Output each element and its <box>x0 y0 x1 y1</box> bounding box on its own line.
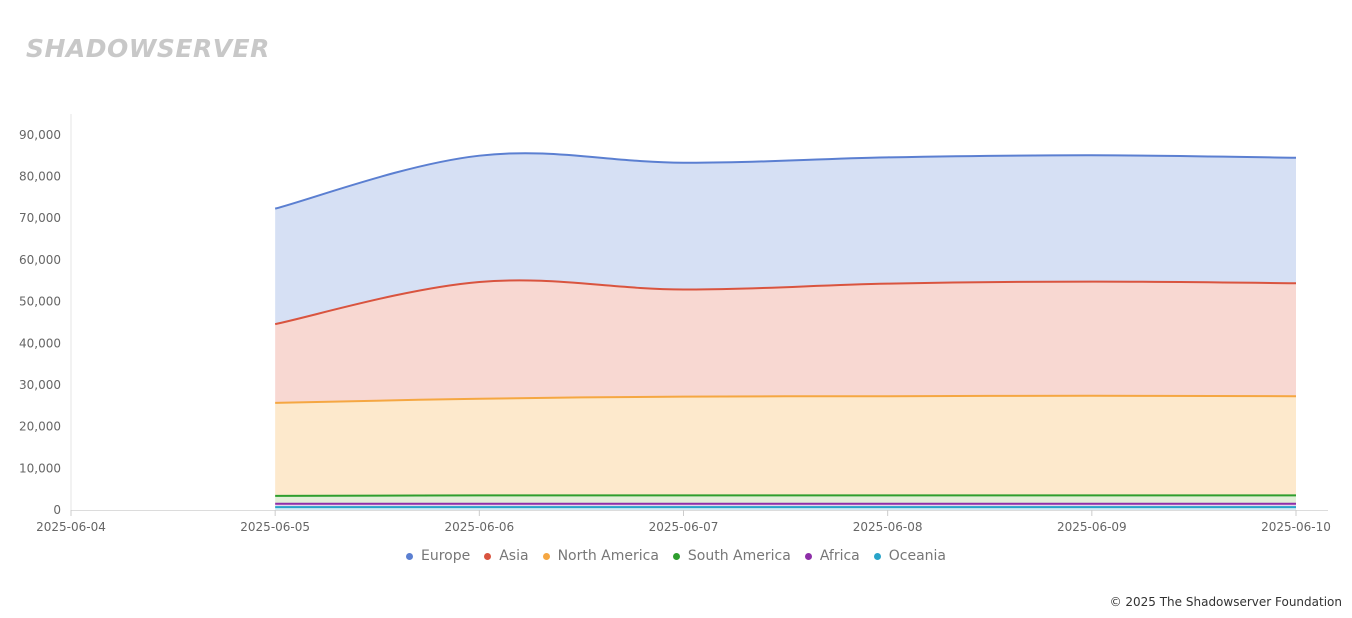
line-north-america <box>275 394 1297 404</box>
legend-item-europe[interactable]: Europe <box>405 548 471 564</box>
y-tick-label: 50,000 <box>19 295 61 309</box>
x-tick-label: 2025-06-08 <box>853 520 923 534</box>
y-tick-label: 0 <box>53 503 61 517</box>
legend-label: South America <box>687 548 791 564</box>
shadowserver-logo: SHADOWSERVER <box>22 20 269 76</box>
legend-label: North America <box>557 548 659 564</box>
x-tick-label: 2025-06-10 <box>1261 520 1331 534</box>
legend-label: Asia <box>499 548 529 564</box>
area-north-america <box>275 395 1297 496</box>
legend-marker-icon <box>873 552 881 560</box>
x-tick-label: 2025-06-09 <box>1057 520 1127 534</box>
y-tick-label: 90,000 <box>19 128 61 142</box>
legend-item-south-america[interactable]: South America <box>672 548 791 564</box>
legend-marker-icon <box>484 552 492 560</box>
x-tick-label: 2025-06-06 <box>444 520 514 534</box>
legend-label: Africa <box>819 548 860 564</box>
legend-marker-icon <box>405 552 413 560</box>
chart-legend: Europe Asia North America South America Afri… <box>0 548 1352 564</box>
legend-marker-icon <box>804 552 812 560</box>
legend-item-north-america[interactable]: North America <box>542 548 659 564</box>
x-tick-label: 2025-06-07 <box>649 520 719 534</box>
line-asia <box>274 279 1297 326</box>
legend-item-oceania[interactable]: Oceania <box>873 548 947 564</box>
chart-lines <box>274 152 1297 509</box>
y-tick-label: 30,000 <box>19 378 61 392</box>
y-tick-label: 80,000 <box>19 170 61 184</box>
y-tick-label: 20,000 <box>19 420 61 434</box>
legend-label: Europe <box>420 548 471 564</box>
legend-marker-icon <box>542 552 550 560</box>
y-tick-label: 40,000 <box>19 336 61 350</box>
legend-marker-icon <box>672 552 680 560</box>
x-tick-label: 2025-06-04 <box>36 520 106 534</box>
logo-text: SHADOWSERVER <box>26 33 270 63</box>
area-chart: 0 10,000 20,000 30,000 40,000 50,000 60,000 70,… <box>19 114 1331 534</box>
legend-label: Oceania <box>888 548 947 564</box>
line-europe <box>274 152 1297 210</box>
area-asia <box>275 280 1297 403</box>
y-tick-label: 70,000 <box>19 211 61 225</box>
legend-item-asia[interactable]: Asia <box>484 548 529 564</box>
y-tick-label: 10,000 <box>19 461 61 475</box>
y-tick-label: 60,000 <box>19 253 61 267</box>
y-axis-ticks: 0 10,000 20,000 30,000 40,000 50,000 60,000 70,… <box>19 128 61 517</box>
chart-areas <box>275 153 1297 510</box>
x-tick-label: 2025-06-05 <box>240 520 310 534</box>
legend-item-africa[interactable]: Africa <box>804 548 860 564</box>
x-axis-ticks: 2025-06-04 2025-06-05 2025-06-06 2025-06-07… <box>36 510 1331 534</box>
chart-axes <box>70 114 1328 511</box>
copyright-footer: © 2025 The Shadowserver Foundation <box>1109 595 1342 609</box>
area-south-america <box>275 495 1297 504</box>
